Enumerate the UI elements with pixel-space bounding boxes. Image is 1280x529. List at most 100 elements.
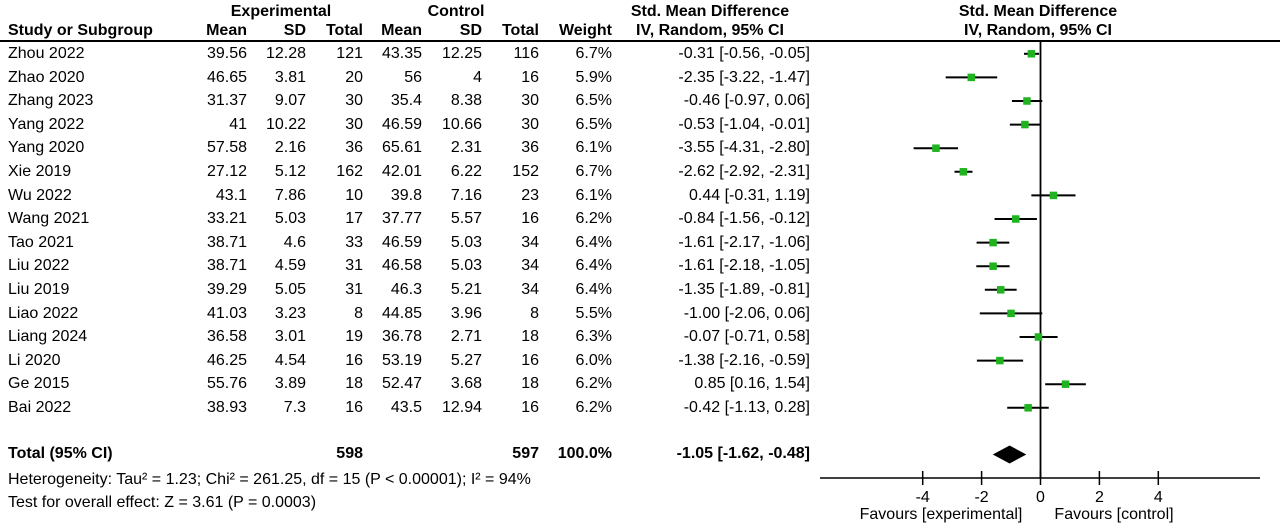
total-experimental: 10 [345, 186, 363, 204]
mean-control: 46.59 [381, 115, 422, 133]
study-label: Liu 2019 [8, 281, 70, 298]
mean-experimental: 43.1 [215, 186, 247, 204]
ci-value: -1.38 [-2.16, -0.59] [678, 351, 810, 369]
weight-value: 6.2% [575, 210, 612, 228]
total-control: 34 [521, 257, 539, 275]
mean-experimental: 33.21 [206, 210, 247, 228]
axis-tick-label: -2 [974, 489, 988, 506]
mean-experimental: 39.29 [206, 281, 247, 298]
effect-marker [1023, 97, 1031, 105]
col-header-mean-experimental: Mean [206, 22, 247, 39]
total-experimental: 17 [345, 210, 363, 228]
sd-experimental: 3.23 [274, 304, 306, 322]
mean-experimental: 41.03 [206, 304, 247, 322]
total-control: 16 [521, 351, 539, 369]
smd-header-left: Std. Mean Difference [630, 3, 790, 20]
total-control: 152 [512, 163, 539, 180]
col-header-sd-control: SD [459, 22, 482, 39]
sd-control: 5.21 [450, 281, 482, 298]
ci-value: -0.46 [-0.97, 0.06] [683, 92, 810, 110]
sd-experimental: 5.03 [274, 210, 306, 228]
mean-control: 39.8 [390, 186, 422, 204]
sd-control: 7.16 [450, 186, 482, 204]
total-row: Total (95% CI) 598 597 100.0% -1.05 [-1.… [0, 442, 814, 466]
favours-control-label: Favours [control] [1054, 506, 1173, 523]
mean-control: 46.3 [390, 281, 422, 298]
total-label: Total (95% CI) [8, 445, 113, 462]
plot-axes: -4 -2 0 2 4 [820, 42, 1260, 506]
study-label: Yang 2020 [8, 139, 85, 157]
mean-control: 56 [404, 68, 422, 86]
total-experimental: 16 [345, 351, 363, 369]
ci-value: 0.44 [-0.31, 1.19] [689, 186, 810, 204]
study-row: Liao 2022 41.03 3.23 8 44.85 3.96 8 5.5% -1.00 [… [0, 302, 814, 326]
favours-experimental-label: Favours [experimental] [860, 506, 1023, 523]
total-experimental: 20 [345, 68, 363, 86]
effect-marker [959, 168, 968, 176]
axis-tick-label: -4 [916, 489, 930, 506]
study-label: Zhao 2020 [8, 68, 85, 86]
ci-value: -0.31 [-0.56, -0.05] [678, 45, 810, 62]
total-experimental: 36 [345, 139, 363, 157]
mean-control: 65.61 [381, 139, 422, 157]
overall-effect-note: Test for overall effect: Z = 3.61 (P = 0… [8, 494, 317, 511]
col-header-total-experimental: Total [325, 22, 363, 39]
study-row: Liang 2024 36.58 3.01 19 36.78 2.71 18 6.3% -0.0… [0, 325, 814, 349]
total-control: 30 [521, 92, 539, 110]
sd-experimental: 7.3 [283, 399, 306, 416]
mean-control: 35.4 [390, 92, 422, 110]
weight-value: 6.2% [575, 399, 612, 416]
effect-marker [1027, 50, 1036, 58]
sd-experimental: 10.22 [265, 115, 306, 133]
effect-marker [1049, 191, 1058, 200]
total-experimental: 16 [345, 399, 363, 416]
mean-experimental: 38.93 [206, 399, 247, 416]
study-row: Zhou 2022 39.56 12.28 121 43.35 12.25 116 6.7% -… [0, 42, 814, 66]
heterogeneity-note: Heterogeneity: Tau² = 1.23; Chi² = 261.2… [8, 471, 531, 488]
sd-control: 12.94 [441, 399, 482, 416]
col-header-ci-left: IV, Random, 95% CI [636, 22, 784, 39]
weight-value: 6.0% [575, 351, 612, 369]
total-n-control: 597 [512, 445, 539, 462]
study-label: Xie 2019 [8, 163, 72, 180]
study-label: Bai 2022 [8, 399, 72, 416]
effect-marker [967, 73, 976, 82]
sd-control: 10.66 [441, 115, 482, 133]
effect-marker [1012, 215, 1020, 223]
study-row: Wang 2021 33.21 5.03 17 37.77 5.57 16 6.2% -0.84… [0, 207, 814, 231]
mean-control: 52.47 [381, 375, 422, 393]
mean-control: 46.58 [381, 257, 422, 275]
sd-control: 2.71 [450, 328, 482, 346]
col-header-sd-experimental: SD [283, 22, 306, 39]
sd-experimental: 2.16 [274, 139, 306, 157]
study-row: Wu 2022 43.1 7.86 10 39.8 7.16 23 6.1% 0.44 [-0.… [0, 184, 814, 208]
sd-control: 5.03 [450, 257, 482, 275]
total-control: 36 [521, 139, 539, 157]
col-header-mean-control: Mean [381, 22, 422, 39]
weight-value: 5.5% [575, 304, 612, 322]
ci-value: -1.61 [-2.17, -1.06] [678, 233, 810, 251]
effect-marker [932, 144, 940, 152]
col-header-study: Study or Subgroup [8, 22, 153, 39]
total-control: 16 [521, 399, 539, 416]
mean-experimental: 27.12 [206, 163, 247, 180]
mean-experimental: 46.65 [206, 68, 247, 86]
mean-control: 44.85 [381, 304, 422, 322]
sd-control: 4 [473, 68, 482, 86]
mean-experimental: 38.71 [206, 233, 247, 251]
mean-control: 36.78 [381, 328, 422, 346]
sd-control: 3.68 [450, 375, 482, 393]
mean-experimental: 41 [229, 115, 247, 133]
study-row: Tao 2021 38.71 4.6 33 46.59 5.03 34 6.4% -1.61 [… [0, 231, 814, 255]
effect-marker [1021, 120, 1029, 129]
total-control: 8 [530, 304, 539, 322]
total-ci-value: -1.05 [-1.62, -0.48] [676, 445, 810, 462]
effect-marker [989, 262, 997, 270]
total-control: 23 [521, 186, 539, 204]
weight-value: 6.2% [575, 375, 612, 393]
header-separator-line [0, 40, 1280, 42]
total-experimental: 19 [345, 328, 363, 346]
study-row: Zhao 2020 46.65 3.81 20 56 4 16 5.9% -2.35 [-3.2… [0, 66, 814, 90]
